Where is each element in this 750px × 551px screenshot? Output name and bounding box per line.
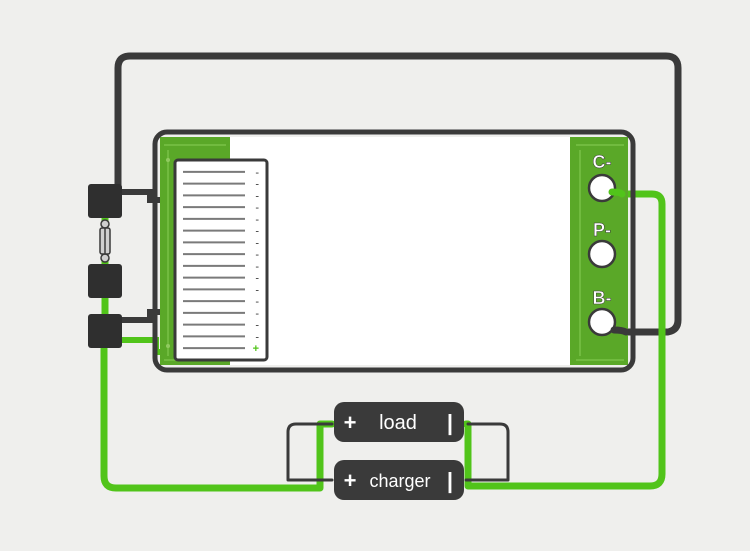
- balance-row-minus: -: [255, 308, 259, 320]
- balance-row-minus: -: [255, 331, 259, 343]
- wire-green-into-cminus: [612, 192, 622, 194]
- balance-row-minus: -: [255, 167, 259, 179]
- balance-row-minus: -: [255, 284, 259, 296]
- fuse: [100, 220, 110, 262]
- wire-thin-right-branch: [466, 424, 508, 480]
- charger-plus: +: [344, 468, 357, 493]
- load-box: + load |: [334, 402, 464, 442]
- battery-blocks: [88, 184, 122, 348]
- terminal-label-bminus: B-: [593, 288, 612, 308]
- wiring-diagram: ---------------+ C- P- B- + load | + cha…: [0, 0, 750, 551]
- balance-row-minus: -: [255, 261, 259, 273]
- charger-box: + charger |: [334, 460, 464, 500]
- battery-block-1: [88, 264, 122, 298]
- load-label: load: [379, 412, 417, 434]
- balance-row-minus: -: [255, 237, 259, 249]
- terminal-label-pminus: P-: [593, 220, 611, 240]
- charger-minus: |: [447, 468, 453, 493]
- balance-row-minus: -: [255, 249, 259, 261]
- balance-row-plus: +: [253, 343, 259, 355]
- battery-block-0: [88, 184, 122, 218]
- balance-row-minus: -: [255, 226, 259, 238]
- terminal-label-cminus: C-: [593, 152, 612, 172]
- terminal-pad-pminus: [589, 241, 615, 267]
- load-plus: +: [344, 410, 357, 435]
- charger-label: charger: [369, 471, 430, 491]
- wire-thin-left-branch: [288, 424, 332, 480]
- balance-connector: ---------------+: [175, 160, 267, 360]
- balance-row-minus: -: [255, 190, 259, 202]
- balance-row-minus: -: [255, 273, 259, 285]
- balance-row-minus: -: [255, 202, 259, 214]
- battery-block-2: [88, 314, 122, 348]
- balance-row-minus: -: [255, 214, 259, 226]
- balance-row-minus: -: [255, 320, 259, 332]
- balance-row-minus: -: [255, 296, 259, 308]
- terminals-right: C- P- B-: [589, 152, 615, 335]
- terminal-pad-cminus: [589, 175, 615, 201]
- balance-row-minus: -: [255, 179, 259, 191]
- board-white-panel: [230, 137, 570, 365]
- wire-dark-into-bminus: [614, 330, 626, 332]
- load-minus: |: [447, 410, 453, 435]
